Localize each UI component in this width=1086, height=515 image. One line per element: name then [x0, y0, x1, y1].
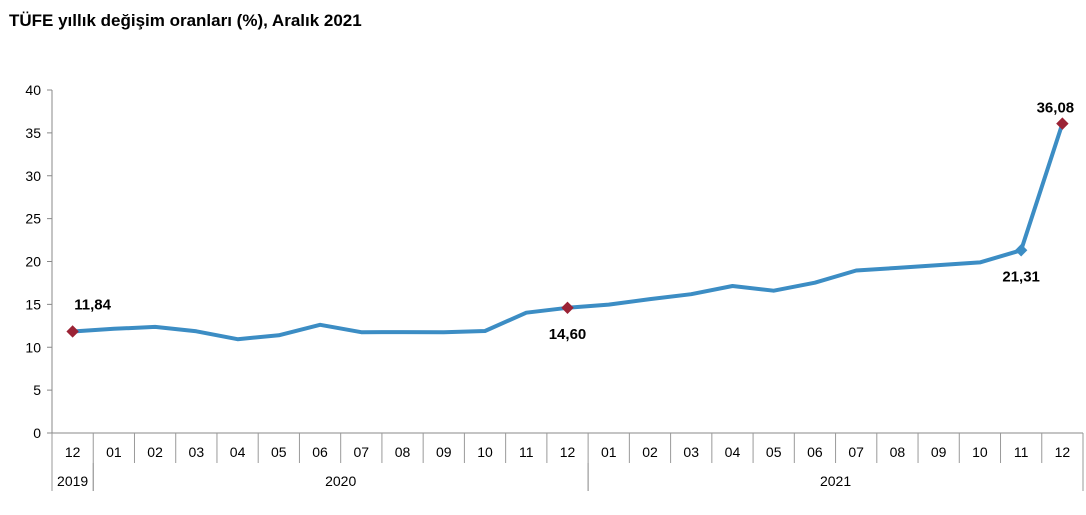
y-tick-label: 35 — [25, 125, 41, 141]
x-tick-label: 06 — [312, 444, 328, 460]
chart-title: TÜFE yıllık değişim oranları (%), Aralık… — [9, 11, 362, 30]
data-label: 36,08 — [1037, 100, 1075, 117]
x-tick-label: 07 — [848, 444, 864, 460]
x-tick-label: 04 — [230, 444, 246, 460]
x-tick-label: 03 — [683, 444, 699, 460]
x-tick-label: 06 — [807, 444, 823, 460]
data-point-marker — [561, 301, 574, 315]
y-tick-label: 10 — [25, 339, 41, 355]
y-tick-label: 20 — [25, 254, 41, 270]
x-tick-label: 02 — [642, 444, 658, 460]
x-tick-label: 10 — [972, 444, 988, 460]
data-point-marker — [1056, 117, 1069, 130]
x-tick-label: 07 — [354, 444, 370, 460]
y-tick-label: 25 — [25, 211, 41, 227]
x-tick-label: 08 — [395, 444, 411, 460]
x-tick-label: 11 — [519, 444, 534, 460]
x-tick-label: 09 — [436, 444, 452, 460]
data-point-marker — [1014, 244, 1028, 257]
data-labels-layer: 11,84 14,60 21,31 36,08 — [74, 100, 1074, 343]
y-tick-label: 40 — [25, 82, 41, 98]
x-tick-label: 12 — [1055, 444, 1071, 460]
x-tick-label: 04 — [725, 444, 741, 460]
x-tick-label: 03 — [189, 444, 205, 460]
year-label: 2021 — [820, 473, 851, 489]
x-tick-label: 01 — [106, 444, 122, 460]
data-label: 11,84 — [74, 296, 111, 313]
x-tick-label: 12 — [65, 444, 81, 460]
data-label: 21,31 — [1002, 268, 1040, 285]
year-label: 2019 — [57, 473, 88, 489]
y-tick-label: 5 — [33, 382, 41, 398]
data-label: 14,60 — [549, 326, 587, 343]
x-tick-label: 12 — [560, 444, 576, 460]
x-tick-label: 01 — [601, 444, 617, 460]
x-tick-label: 05 — [766, 444, 782, 460]
markers-layer — [66, 117, 1069, 338]
y-tick-label: 0 — [33, 425, 41, 441]
x-tick-label: 10 — [477, 444, 493, 460]
x-tick-label: 05 — [271, 444, 287, 460]
data-point-marker — [66, 325, 79, 338]
year-label: 2020 — [325, 473, 356, 489]
y-tick-label: 30 — [25, 168, 41, 184]
y-tick-label: 15 — [25, 296, 41, 312]
x-tick-label: 02 — [147, 444, 163, 460]
x-tick-label: 08 — [890, 444, 906, 460]
x-tick-label: 11 — [1014, 444, 1029, 460]
x-tick-label: 09 — [931, 444, 947, 460]
